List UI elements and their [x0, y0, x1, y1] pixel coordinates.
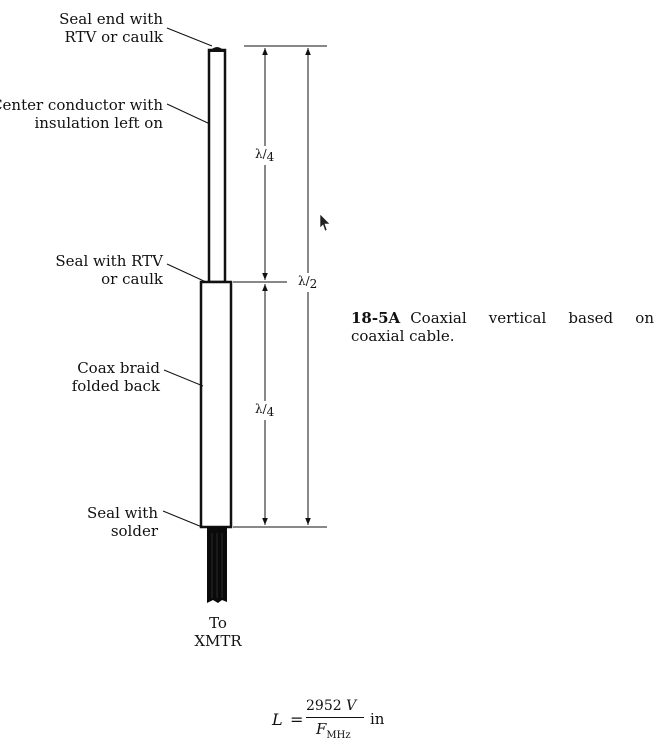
dim-label-lower-quarter: λ/4: [255, 401, 275, 420]
leader-coax-braid: [163, 369, 204, 387]
leader-center-conductor: [166, 103, 211, 125]
caption-text: Coaxial vertical based on coaxial cable.: [351, 309, 654, 345]
leader-seal-rtv: [166, 263, 207, 283]
leader-lines: [162, 27, 213, 528]
formula-unit: in: [370, 710, 385, 728]
label-seal-rtv: Seal with RTV or caulk: [55, 252, 163, 288]
label-center-conductor: Center conductor with insulation left on: [0, 96, 163, 132]
mouse-pointer-icon: [319, 213, 331, 232]
formula-equals: =: [290, 710, 304, 729]
cable-texture: [211, 533, 223, 598]
figure-number: 18-5A: [351, 309, 401, 327]
formula-numerator: 2952 V: [306, 698, 357, 714]
coax-braid-sleeve: [199, 280, 233, 529]
length-formula: L = 2952 V FMHz in: [270, 696, 390, 746]
label-seal-end: Seal end with RTV or caulk: [59, 10, 163, 46]
figure-caption: 18-5A Coaxial vertical based on coaxial c…: [351, 309, 654, 345]
leader-seal-solder: [162, 510, 203, 528]
leader-seal-end: [166, 27, 213, 47]
extension-lines: [233, 45, 327, 528]
label-coax-braid: Coax braid folded back: [71, 359, 160, 395]
formula-fraction-bar: [306, 717, 364, 718]
dim-label-upper-quarter: λ/4: [255, 146, 275, 165]
label-seal-solder: Seal with solder: [87, 504, 158, 540]
formula-denominator: FMHz: [316, 720, 351, 741]
formula-lhs: L: [272, 710, 283, 729]
seal-cap: [209, 47, 225, 52]
center-conductor: [207, 47, 227, 284]
dim-label-half: λ/2: [298, 273, 318, 292]
label-to-xmtr: To XMTR: [194, 614, 242, 650]
